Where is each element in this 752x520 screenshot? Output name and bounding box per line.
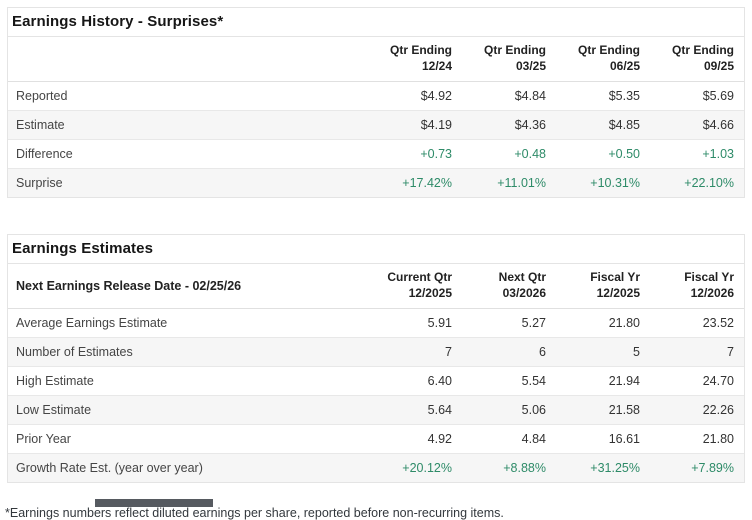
cell-value: +0.50 <box>608 147 640 162</box>
cell-value: +1.03 <box>702 147 734 162</box>
col-header-qtr-0325: Qtr Ending 03/25 <box>484 43 546 73</box>
cell-value: $5.69 <box>702 89 734 104</box>
earnings-history-title: Earnings History - Surprises* <box>8 8 744 37</box>
row-label: High Estimate <box>16 374 94 389</box>
col-header-next-qtr: Next Qtr 03/2026 <box>498 270 546 300</box>
surprises-header-row: Qtr Ending 12/24 Qtr Ending 03/25 Qtr Endi… <box>8 37 744 82</box>
estimates-table: Next Earnings Release Date - 02/25/26 Cu… <box>8 264 744 483</box>
cell-value: 21.80 <box>702 432 734 447</box>
table-row-high-estimate: High Estimate 6.40 5.54 21.94 24.70 <box>8 366 744 396</box>
empty-header-cell <box>8 37 368 82</box>
cell-value: $4.92 <box>420 89 452 104</box>
row-label: Estimate <box>16 118 65 133</box>
cell-value: $4.66 <box>702 118 734 133</box>
next-earnings-release-date: Next Earnings Release Date - 02/25/26 <box>16 278 242 293</box>
cell-value: 21.58 <box>608 403 640 418</box>
col-header-current-qtr: Current Qtr 12/2025 <box>387 270 452 300</box>
row-label: Number of Estimates <box>16 345 133 360</box>
cell-value: +10.31% <box>590 176 640 191</box>
cell-value: 5.27 <box>521 316 546 331</box>
row-label: Low Estimate <box>16 403 92 418</box>
cell-value: +20.12% <box>402 461 452 476</box>
cell-value: 5.91 <box>427 316 452 331</box>
table-row-prior-year: Prior Year 4.92 4.84 16.61 21.80 <box>8 424 744 454</box>
row-label: Average Earnings Estimate <box>16 316 168 331</box>
earnings-estimates-section: Earnings Estimates Next Earnings Release… <box>7 234 745 484</box>
col-header-qtr-1224: Qtr Ending 12/24 <box>390 43 452 73</box>
table-row-growth-rate: Growth Rate Est. (year over year) +20.12… <box>8 453 744 483</box>
table-row-difference: Difference +0.73 +0.48 +0.50 +1.03 <box>8 139 744 169</box>
cell-value: $4.85 <box>608 118 640 133</box>
table-row-low-estimate: Low Estimate 5.64 5.06 21.58 22.26 <box>8 395 744 425</box>
cell-value: $4.84 <box>514 89 546 104</box>
cell-value: 7 <box>445 345 452 360</box>
earnings-estimates-title: Earnings Estimates <box>8 235 744 265</box>
cell-value: +0.48 <box>514 147 546 162</box>
table-row-reported: Reported $4.92 $4.84 $5.35 $5.69 <box>8 82 744 111</box>
cell-value: +11.01% <box>497 176 546 191</box>
cell-value: +8.88% <box>503 461 546 476</box>
cell-value: 22.26 <box>702 403 734 418</box>
cell-value: 5.64 <box>427 403 452 418</box>
cell-value: 6 <box>539 345 546 360</box>
cell-value: +31.25% <box>590 461 640 476</box>
row-label: Reported <box>16 89 68 104</box>
estimates-header-row: Next Earnings Release Date - 02/25/26 Cu… <box>8 264 744 309</box>
footnote: *Earnings numbers reflect diluted earnin… <box>5 506 504 520</box>
surprises-table: Qtr Ending 12/24 Qtr Ending 03/25 Qtr Endi… <box>8 37 744 198</box>
table-row-number-of-estimates: Number of Estimates 7 6 5 7 <box>8 337 744 367</box>
table-row-estimate: Estimate $4.19 $4.36 $4.85 $4.66 <box>8 110 744 140</box>
col-header-qtr-0625: Qtr Ending 06/25 <box>578 43 640 73</box>
cell-value: +7.89% <box>691 461 734 476</box>
col-header-fiscal-yr-2025: Fiscal Yr 12/2025 <box>590 270 640 300</box>
cell-value: 6.40 <box>427 374 452 389</box>
cell-value: +17.42% <box>402 176 452 191</box>
cell-value: 5.06 <box>521 403 546 418</box>
row-label: Prior Year <box>16 432 71 447</box>
cell-value: 23.52 <box>702 316 734 331</box>
col-header-fiscal-yr-2026: Fiscal Yr 12/2026 <box>684 270 734 300</box>
cell-value: 24.70 <box>702 374 734 389</box>
cell-value: 7 <box>727 345 734 360</box>
cell-value: +0.73 <box>420 147 452 162</box>
earnings-history-section: Earnings History - Surprises* Qtr Ending… <box>7 7 745 199</box>
cell-value: $4.19 <box>420 118 452 133</box>
cell-value: 4.84 <box>521 432 546 447</box>
row-label: Growth Rate Est. (year over year) <box>16 461 203 476</box>
cell-value: +22.10% <box>684 176 734 191</box>
cell-value: 21.94 <box>608 374 640 389</box>
cell-value: $4.36 <box>514 118 546 133</box>
table-row-average-estimate: Average Earnings Estimate 5.91 5.27 21.8… <box>8 309 744 338</box>
cutoff-element <box>95 499 213 507</box>
cell-value: 21.80 <box>608 316 640 331</box>
table-row-surprise: Surprise +17.42% +11.01% +10.31% +22.10% <box>8 168 744 198</box>
cell-value: 5 <box>633 345 640 360</box>
cell-value: 5.54 <box>521 374 546 389</box>
cell-value: $5.35 <box>608 89 640 104</box>
col-header-qtr-0925: Qtr Ending 09/25 <box>672 43 734 73</box>
cell-value: 4.92 <box>427 432 452 447</box>
cell-value: 16.61 <box>608 432 640 447</box>
row-label: Surprise <box>16 176 63 191</box>
row-label: Difference <box>16 147 73 162</box>
